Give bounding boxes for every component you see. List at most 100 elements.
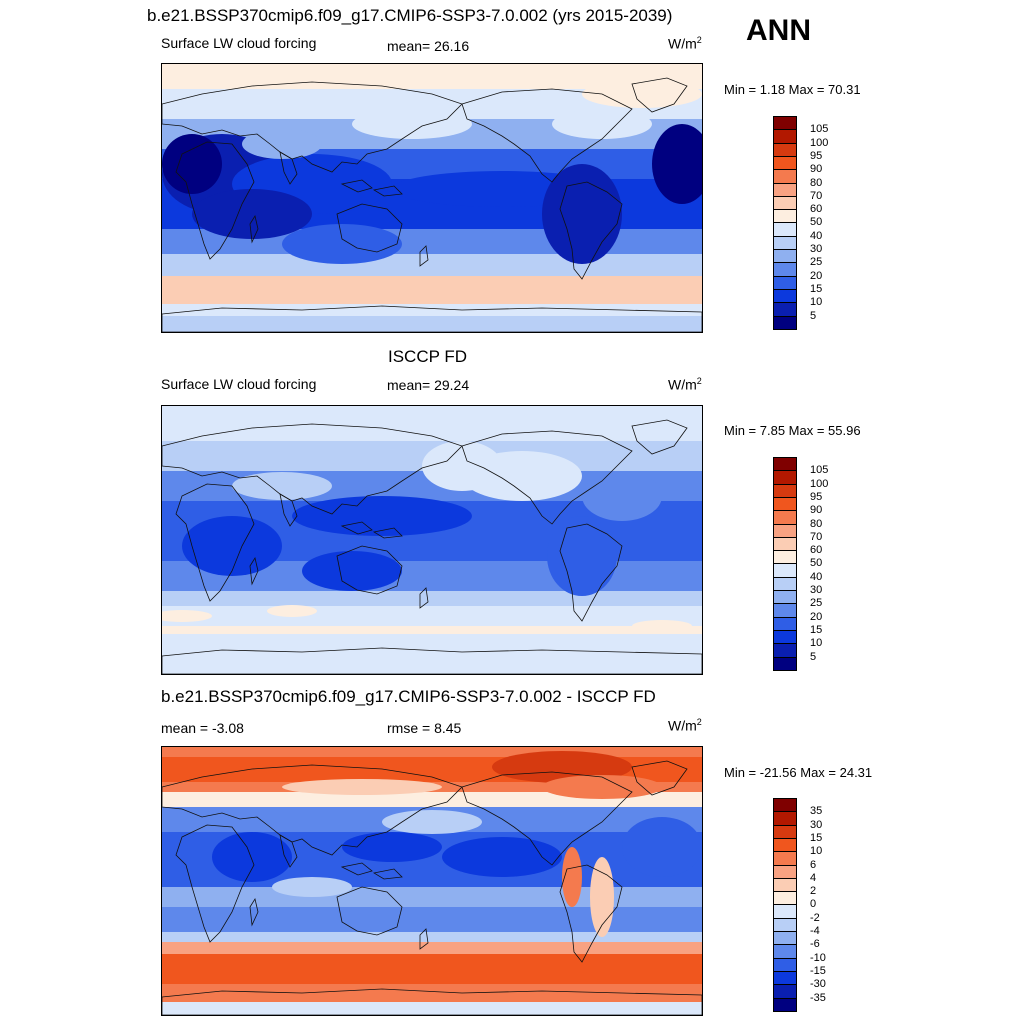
colorbar-swatch <box>773 249 797 264</box>
colorbar-swatch <box>773 877 797 893</box>
colorbar-swatch <box>773 142 797 157</box>
colorbar-swatch <box>773 811 797 826</box>
colorbar-tick-label: 6 <box>810 858 817 871</box>
colorbar-swatch <box>773 891 797 906</box>
colorbar-tick-label: 5 <box>810 650 817 663</box>
colorbar-tick-label: 95 <box>810 149 823 162</box>
colorbar-tick-label: 80 <box>810 517 823 530</box>
panel2-minmax: Min = 7.85 Max = 55.96 <box>724 423 861 438</box>
colorbar-tick-label: 100 <box>810 136 829 149</box>
colorbar-model: 105 100 95 90 80 70 60 50 40 30 25 20 15 10 5 <box>773 116 828 330</box>
colorbar-swatch <box>773 643 797 658</box>
colorbar-obs: 105 100 95 90 80 70 60 50 40 30 25 20 15 10 5 <box>773 457 828 671</box>
colorbar-tick-label: 100 <box>810 477 829 490</box>
colorbar-tick-label: 40 <box>810 570 823 583</box>
panel2-mean: mean= 29.24 <box>387 377 470 393</box>
colorbar-tick-label: 30 <box>810 818 823 831</box>
colorbar-swatch <box>773 656 797 671</box>
colorbar-tick-label: -4 <box>810 925 820 937</box>
colorbar-tick-label: 25 <box>810 256 823 269</box>
colorbar-swatch <box>773 235 797 250</box>
colorbar-tick-label: 15 <box>810 623 823 636</box>
colorbar-tick-label: 95 <box>810 490 823 503</box>
colorbar-swatch <box>773 470 797 485</box>
colorbar-swatch <box>773 824 797 839</box>
colorbar-swatch <box>773 616 797 631</box>
panel1-mean: mean= 26.16 <box>387 38 470 54</box>
colorbar-swatch <box>773 129 797 144</box>
colorbar-swatch <box>773 155 797 171</box>
colorbar-swatch <box>773 510 797 525</box>
panel3-units: W/m2 <box>668 717 702 734</box>
colorbar-tick-label: -15 <box>810 964 826 977</box>
panel3-mean: mean = -3.08 <box>161 720 244 736</box>
colorbar-swatch <box>773 629 797 645</box>
colorbar-swatch <box>773 944 797 959</box>
colorbar-tick-label: -10 <box>810 951 826 964</box>
colorbar-tick-label: 50 <box>810 557 823 570</box>
colorbar-tick-label: 0 <box>810 898 817 911</box>
colorbar-tick-label: -2 <box>810 911 820 924</box>
colorbar-tick-label: 40 <box>810 229 823 242</box>
colorbar-tick-label: 25 <box>810 597 823 610</box>
colorbar-swatch <box>773 851 797 866</box>
colorbar-swatch <box>773 864 797 879</box>
colorbar-tick-label: 5 <box>810 309 817 322</box>
colorbar-tick-label: -30 <box>810 978 826 991</box>
panel3-rmse: rmse = 8.45 <box>387 720 462 736</box>
figure-title: b.e21.BSSP370cmip6.f09_g17.CMIP6-SSP3-7.… <box>147 6 673 25</box>
colorbar-swatch <box>773 917 797 932</box>
panel2-title: ISCCP FD <box>388 347 468 366</box>
colorbar-swatch <box>773 116 797 131</box>
colorbar-swatch <box>773 984 797 999</box>
colorbar-swatch <box>773 222 797 237</box>
panel2-units: W/m2 <box>668 376 702 393</box>
colorbar-swatch <box>773 262 797 277</box>
colorbar-swatch <box>773 970 797 986</box>
colorbar-swatch <box>773 496 797 512</box>
colorbar-swatch <box>773 483 797 498</box>
colorbar-swatch <box>773 523 797 538</box>
diff-field-map <box>162 747 702 1015</box>
colorbar-swatch <box>773 997 797 1012</box>
colorbar-tick-label: -35 <box>810 991 826 1004</box>
map-panel-diff <box>161 746 703 1016</box>
colorbar-tick-label: 70 <box>810 189 823 202</box>
colorbar-tick-label: 15 <box>810 831 823 844</box>
panel3-minmax: Min = -21.56 Max = 24.31 <box>724 765 873 780</box>
map-panel-obs <box>161 405 703 675</box>
colorbar-swatch <box>773 536 797 552</box>
colorbar-tick-label: 60 <box>810 203 823 216</box>
colorbar-tick-label: 60 <box>810 544 823 557</box>
colorbar-swatch <box>773 550 797 565</box>
season-label: ANN <box>746 14 811 47</box>
colorbar-tick-label: 10 <box>810 845 823 858</box>
colorbar-tick-label: 105 <box>810 464 829 477</box>
colorbar-swatch <box>773 195 797 211</box>
colorbar-tick-label: 105 <box>810 123 829 136</box>
panel1-units: W/m2 <box>668 35 702 52</box>
colorbar-swatch <box>773 275 797 290</box>
colorbar-swatch <box>773 576 797 591</box>
colorbar-swatch <box>773 563 797 578</box>
colorbar-tick-label: 15 <box>810 282 823 295</box>
colorbar-tick-label: 90 <box>810 163 823 176</box>
colorbar-swatch <box>773 288 797 304</box>
colorbar-tick-label: 80 <box>810 176 823 189</box>
colorbar-swatch <box>773 457 797 472</box>
colorbar-swatch <box>773 209 797 224</box>
colorbar-swatch <box>773 798 797 813</box>
colorbar-tick-label: 20 <box>810 269 823 282</box>
panel2-variable: Surface LW cloud forcing <box>161 376 317 392</box>
colorbar-tick-label: 30 <box>810 243 823 255</box>
colorbar-swatch <box>773 182 797 197</box>
colorbar-tick-label: 90 <box>810 504 823 517</box>
map-panel-model <box>161 63 703 333</box>
colorbar-tick-label: 70 <box>810 530 823 543</box>
obs-field-map <box>162 406 702 674</box>
colorbar-tick-label: 30 <box>810 584 823 596</box>
colorbar-swatch <box>773 315 797 330</box>
colorbar-swatch <box>773 590 797 605</box>
colorbar-swatch <box>773 837 797 853</box>
colorbar-swatch <box>773 603 797 618</box>
